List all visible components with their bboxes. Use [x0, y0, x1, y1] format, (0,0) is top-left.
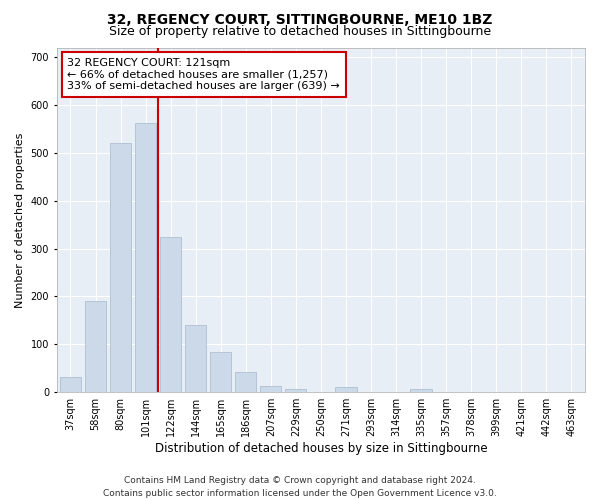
Bar: [160, 236, 181, 392]
Y-axis label: Number of detached properties: Number of detached properties: [15, 132, 25, 308]
Bar: [210, 352, 232, 392]
Bar: [410, 389, 431, 392]
Bar: [235, 372, 256, 392]
Bar: [85, 301, 106, 392]
Bar: [60, 377, 81, 392]
Bar: [260, 386, 281, 392]
X-axis label: Distribution of detached houses by size in Sittingbourne: Distribution of detached houses by size …: [155, 442, 487, 455]
Bar: [185, 325, 206, 392]
Bar: [110, 144, 131, 392]
Text: 32, REGENCY COURT, SITTINGBOURNE, ME10 1BZ: 32, REGENCY COURT, SITTINGBOURNE, ME10 1…: [107, 12, 493, 26]
Text: Size of property relative to detached houses in Sittingbourne: Size of property relative to detached ho…: [109, 25, 491, 38]
Bar: [135, 122, 156, 392]
Text: 32 REGENCY COURT: 121sqm
← 66% of detached houses are smaller (1,257)
33% of sem: 32 REGENCY COURT: 121sqm ← 66% of detach…: [67, 58, 340, 91]
Bar: [285, 389, 307, 392]
Text: Contains HM Land Registry data © Crown copyright and database right 2024.
Contai: Contains HM Land Registry data © Crown c…: [103, 476, 497, 498]
Bar: [335, 388, 356, 392]
